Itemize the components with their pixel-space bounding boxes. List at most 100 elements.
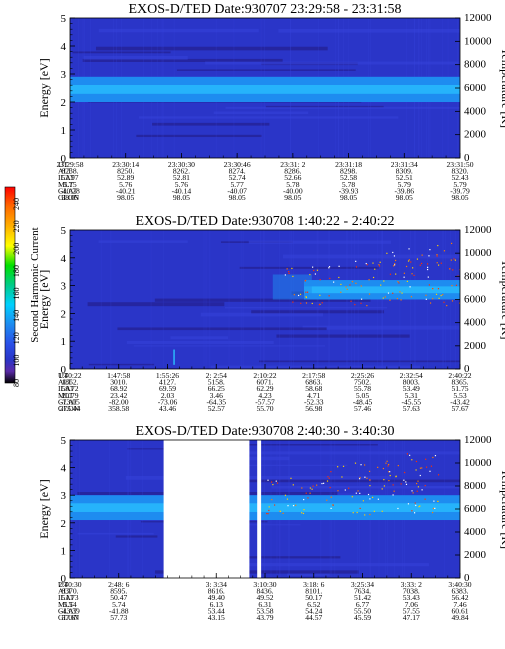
temperature-point: [426, 263, 429, 265]
temperature-point: [341, 476, 343, 478]
temperature-point: [292, 505, 295, 507]
temperature-point: [284, 274, 286, 276]
temperature-point: [394, 259, 397, 262]
temperature-point: [267, 479, 269, 481]
info-cell: 7.06: [405, 600, 418, 609]
info-cell: 8436.: [256, 587, 273, 596]
temperature-point: [379, 261, 381, 263]
temperature-point: [386, 252, 388, 254]
texture-line: [262, 230, 264, 369]
texture-streak: [282, 254, 460, 259]
info-cell: 20.79: [61, 391, 78, 400]
temperature-point: [429, 249, 431, 251]
info-row-label: GLAT: [58, 397, 78, 406]
temperature-point: [403, 272, 405, 274]
info-cell: 8309.: [396, 167, 413, 176]
info-cell: -40.14: [172, 186, 192, 195]
temperature-point: [282, 512, 284, 514]
data-gap: [257, 440, 262, 578]
temperature-point: [364, 514, 366, 516]
info-cell: 4.71: [307, 391, 320, 400]
info-cell: 8616.: [208, 587, 225, 596]
info-cell: -73.06: [158, 397, 178, 406]
info-cell: 2:48: 6: [108, 580, 130, 589]
temperature-point: [452, 269, 454, 271]
texture-line: [242, 230, 244, 369]
info-cell: -39.79: [450, 186, 470, 195]
info-cell: 52.58: [340, 173, 357, 182]
temperature-point: [425, 466, 428, 468]
temperature-point: [309, 273, 311, 276]
info-cell: -52.33: [304, 397, 324, 406]
texture-streak: [210, 365, 421, 369]
temperature-point: [425, 298, 427, 300]
temperature-point: [355, 492, 357, 494]
temperature-point: [443, 250, 446, 252]
info-cell: 98.05: [173, 193, 190, 202]
temperature-point: [432, 288, 434, 290]
y-right-tick-label: 12000: [464, 12, 492, 24]
info-cell: 53.58: [256, 606, 273, 615]
temperature-point: [451, 300, 454, 302]
y-right-tick-label: 4000: [464, 317, 487, 329]
temperature-point: [323, 482, 325, 484]
info-cell: -40.28: [60, 186, 80, 195]
temperature-point: [432, 456, 434, 459]
temperature-point: [434, 507, 436, 509]
temperature-point: [266, 513, 268, 515]
temperature-point: [388, 471, 390, 473]
texture-streak: [221, 479, 460, 483]
temperature-point: [303, 509, 305, 511]
temperature-point: [328, 266, 331, 268]
temperature-point: [330, 471, 332, 473]
temperature-point: [393, 255, 396, 257]
temperature-point: [419, 264, 421, 266]
temperature-point: [387, 465, 389, 467]
info-cell: 1:40:22: [58, 371, 81, 380]
info-cell: 23:30:14: [112, 160, 139, 169]
temperature-point: [340, 291, 342, 293]
temperature-point: [288, 272, 290, 275]
temperature-point: [355, 260, 357, 262]
info-cell: 7502.: [354, 378, 371, 387]
temperature-point: [410, 296, 413, 298]
temperature-point: [437, 474, 440, 476]
info-row-label: GLAT: [58, 606, 78, 615]
temperature-point: [434, 455, 437, 457]
temperature-point: [421, 467, 423, 469]
temperature-point: [442, 294, 444, 296]
temperature-point: [416, 490, 418, 492]
temperature-point: [326, 480, 329, 482]
temperature-point: [327, 476, 329, 478]
info-cell: 3:33: 2: [401, 580, 423, 589]
temperature-point: [338, 265, 340, 267]
temperature-point: [394, 263, 396, 265]
temperature-point: [454, 259, 456, 261]
y-right-tick-label: 2000: [464, 129, 487, 141]
info-cell: 51.75: [451, 384, 468, 393]
temperature-point: [392, 292, 394, 294]
info-cell: 5158.: [208, 378, 225, 387]
texture-streak: [190, 444, 378, 446]
temperature-point: [306, 291, 309, 293]
temperature-point: [409, 286, 411, 288]
y-right-tick-label: 0: [464, 152, 470, 164]
temperature-point: [358, 478, 361, 480]
temperature-point: [326, 499, 328, 501]
info-cell: 8274.: [229, 167, 246, 176]
info-row-label: GLON: [58, 193, 80, 202]
info-cell: 1:47:58: [107, 371, 130, 380]
info-cell: 275.44: [60, 404, 81, 413]
info-row-label: MLT: [58, 391, 74, 400]
y-tick-label: 4: [61, 463, 67, 475]
info-cell: 51.42: [354, 593, 371, 602]
info-row-label: ALT: [58, 167, 72, 176]
info-cell: -39.93: [339, 186, 359, 195]
colorbar-tick-label: 80: [12, 379, 21, 387]
texture-streak: [302, 325, 460, 330]
texture-streak: [258, 360, 460, 363]
info-cell: 50.47: [110, 593, 127, 602]
temperature-point: [305, 492, 307, 494]
info-cell: 49.52: [256, 593, 273, 602]
info-cell: 66.25: [208, 384, 225, 393]
